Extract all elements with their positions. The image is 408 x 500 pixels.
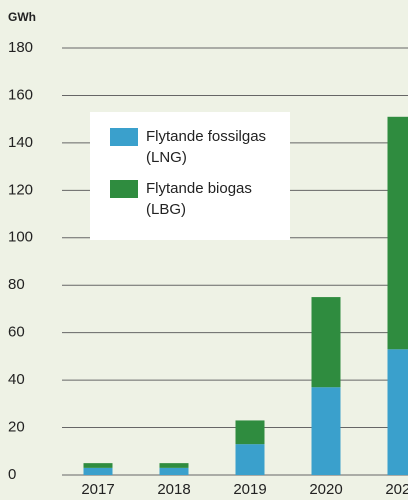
legend-item: Flytande fossilgas (LNG) bbox=[110, 126, 290, 168]
y-tick-label: 0 bbox=[8, 466, 16, 483]
y-tick-label: 160 bbox=[8, 86, 33, 103]
x-tick-label: 2019 bbox=[233, 481, 266, 498]
x-tick-label: 2021 bbox=[385, 481, 408, 498]
y-tick-label: 80 bbox=[8, 276, 25, 293]
y-tick-label: 120 bbox=[8, 181, 33, 198]
y-tick-label: 20 bbox=[8, 419, 25, 436]
bar-segment bbox=[311, 297, 341, 388]
y-tick-label: 140 bbox=[8, 134, 33, 151]
bar-segment bbox=[311, 387, 341, 475]
bar-segment bbox=[387, 116, 408, 350]
x-tick-label: 2017 bbox=[81, 481, 114, 498]
legend-swatch bbox=[110, 128, 138, 146]
y-axis-label: GWh bbox=[8, 10, 36, 24]
bar-segment bbox=[83, 467, 113, 475]
bar-segment bbox=[235, 444, 265, 475]
bar-segment bbox=[159, 463, 189, 468]
bar-segment bbox=[387, 349, 408, 475]
legend-item: Flytande biogas (LBG) bbox=[110, 178, 290, 220]
x-tick-label: 2018 bbox=[157, 481, 190, 498]
y-tick-label: 180 bbox=[8, 39, 33, 56]
bar-segment bbox=[235, 420, 265, 445]
y-tick-label: 100 bbox=[8, 229, 33, 246]
legend-swatch bbox=[110, 180, 138, 198]
x-tick-label: 2020 bbox=[309, 481, 342, 498]
bar-segment bbox=[159, 467, 189, 475]
y-tick-label: 40 bbox=[8, 371, 25, 388]
legend: Flytande fossilgas (LNG) Flytande biogas … bbox=[90, 112, 290, 240]
bar-segment bbox=[83, 463, 113, 468]
legend-label: Flytande fossilgas (LNG) bbox=[146, 128, 267, 166]
y-tick-label: 60 bbox=[8, 324, 25, 341]
legend-label: Flytande biogas (LBG) bbox=[146, 180, 252, 218]
